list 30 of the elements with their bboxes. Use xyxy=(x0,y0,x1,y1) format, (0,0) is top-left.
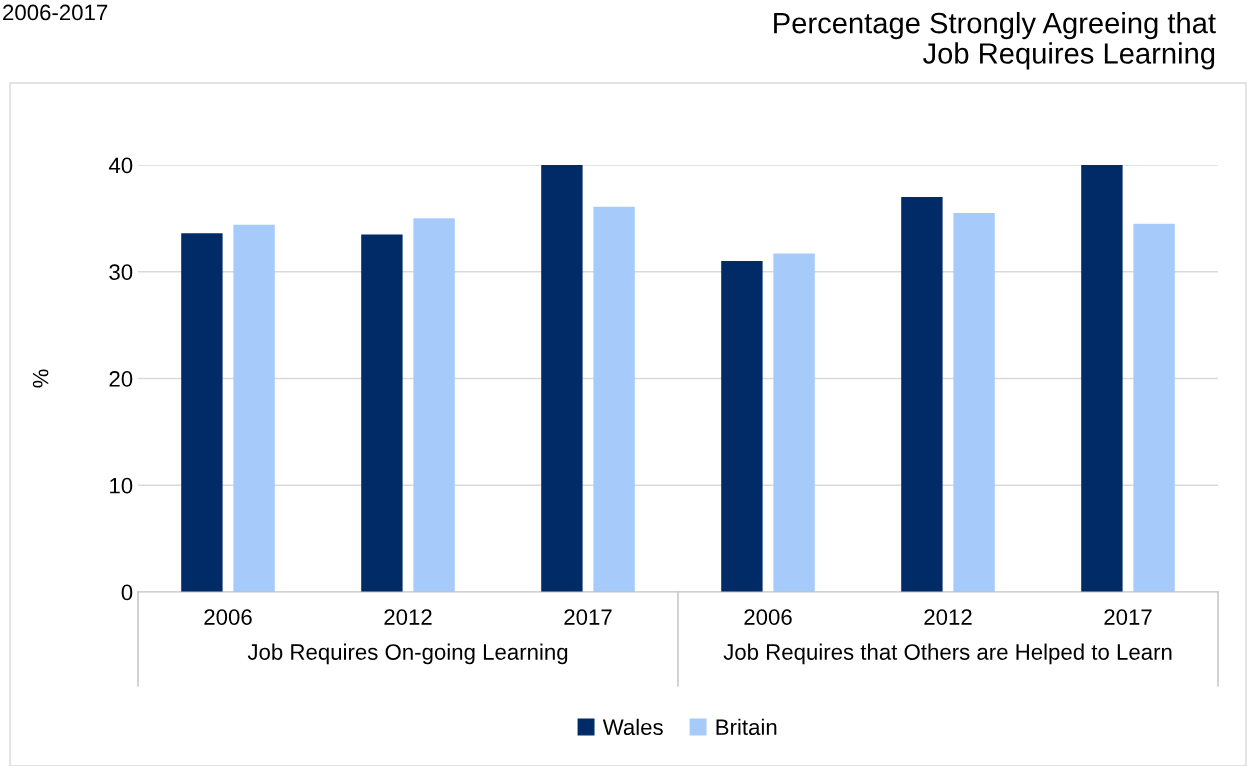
legend-label: Wales xyxy=(602,718,663,736)
bar xyxy=(361,234,403,592)
x-tick-label: 2017 xyxy=(1104,609,1152,625)
x-tick-label: 2012 xyxy=(384,609,432,625)
bar xyxy=(1133,223,1175,592)
bar xyxy=(721,261,763,592)
bar xyxy=(953,213,995,592)
x-tick-label: 2006 xyxy=(204,609,252,625)
y-tick-label: 40 xyxy=(108,157,133,174)
y-tick-label: 30 xyxy=(109,264,133,281)
bar xyxy=(1081,165,1123,592)
text: Job Requires that Others are Helped to Learn xyxy=(723,643,1172,665)
y-tick-label: 10 xyxy=(110,477,133,494)
x-tick-label: 2012 xyxy=(924,609,972,625)
legend-label: Britain xyxy=(716,718,777,736)
text: 2006-2017 xyxy=(3,4,108,21)
text: Job Requires On-going Learning xyxy=(247,643,568,665)
y-tick-label: 20 xyxy=(109,371,133,387)
bar xyxy=(593,206,635,592)
bar xyxy=(541,165,583,592)
x-tick-label: 2017 xyxy=(564,609,612,625)
y-tick-label: 0 xyxy=(121,584,133,601)
x-tick-label: 2006 xyxy=(744,609,792,625)
bar xyxy=(773,253,815,592)
bar xyxy=(413,218,455,592)
bar xyxy=(181,233,223,592)
chart-title: Percentage Strongly Agreeing that Job Requires Learning xyxy=(774,12,1216,70)
y-axis-title: % xyxy=(32,369,49,388)
bar xyxy=(901,197,943,592)
bar xyxy=(233,224,275,592)
